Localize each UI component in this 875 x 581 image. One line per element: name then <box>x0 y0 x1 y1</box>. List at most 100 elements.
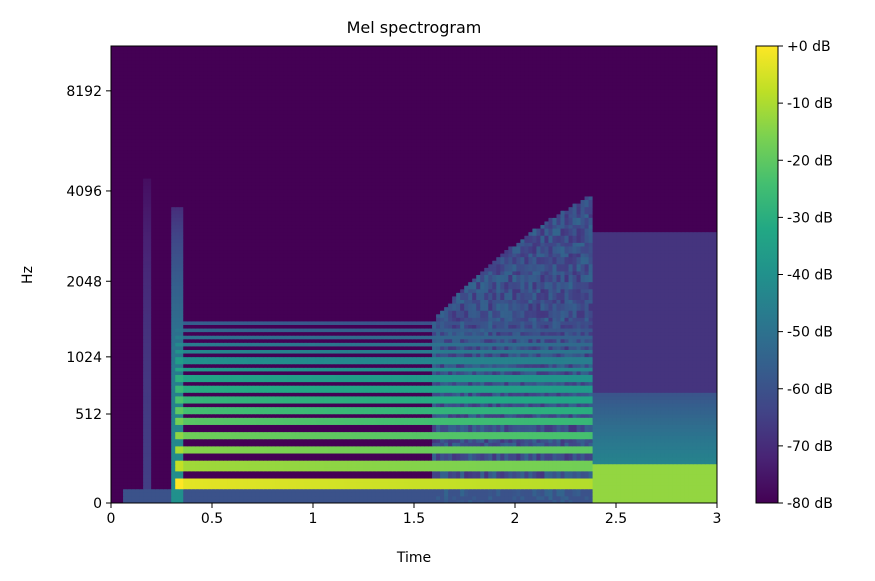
heatmap-cell <box>403 392 409 397</box>
heatmap-cell <box>359 495 365 500</box>
heatmap-cell <box>315 463 321 468</box>
heatmap-cell <box>552 438 557 443</box>
heatmap-cell <box>688 413 694 418</box>
heatmap-cell <box>227 467 232 472</box>
heatmap-cell <box>592 467 598 472</box>
heatmap-cell <box>319 481 325 486</box>
heatmap-cell <box>139 478 144 483</box>
heatmap-cell <box>504 417 509 422</box>
heatmap-cell <box>211 463 216 468</box>
heatmap-cell <box>275 474 281 479</box>
heatmap-cell <box>444 420 449 425</box>
heatmap-cell <box>572 488 578 493</box>
heatmap-cell <box>532 420 537 425</box>
heatmap-cell <box>488 420 493 425</box>
heatmap-cell <box>668 424 674 429</box>
heatmap-cell <box>399 388 405 393</box>
heatmap-cell <box>532 463 537 468</box>
heatmap-cell <box>672 438 678 443</box>
heatmap-cell <box>411 428 417 433</box>
heatmap-cell <box>488 431 493 436</box>
heatmap-cell <box>287 442 293 447</box>
heatmap-cell <box>468 417 473 422</box>
heatmap-cell <box>135 420 140 425</box>
heatmap-cell <box>680 453 686 458</box>
heatmap-cell <box>588 385 594 390</box>
heatmap-cell <box>255 481 260 486</box>
heatmap-cell <box>556 474 561 479</box>
heatmap-cell <box>119 424 124 429</box>
heatmap-cell <box>468 485 473 490</box>
heatmap-cell <box>179 392 184 397</box>
heatmap-cell <box>560 424 565 429</box>
heatmap-cell <box>127 385 132 390</box>
heatmap-cell <box>528 449 533 454</box>
heatmap-cell <box>676 438 682 443</box>
heatmap-cell <box>123 453 128 458</box>
heatmap-cell <box>219 488 224 493</box>
heatmap-cell <box>432 474 437 479</box>
heatmap-cell <box>227 420 232 425</box>
heatmap-cell <box>215 385 220 390</box>
heatmap-cell <box>323 499 329 503</box>
heatmap-cell <box>283 499 289 503</box>
heatmap-cell <box>243 420 248 425</box>
heatmap-cell <box>403 481 409 486</box>
heatmap-cell <box>131 449 136 454</box>
heatmap-cell <box>484 438 489 443</box>
heatmap-cell <box>239 495 244 500</box>
heatmap-cell <box>343 492 349 497</box>
heatmap-cell <box>632 410 638 415</box>
heatmap-cell <box>259 395 264 400</box>
heatmap-cell <box>640 392 646 397</box>
heatmap-cell <box>255 463 260 468</box>
heatmap-cell <box>319 406 325 411</box>
heatmap-cell <box>696 488 702 493</box>
heatmap-cell <box>624 406 630 411</box>
heatmap-cell <box>652 449 658 454</box>
heatmap-cell <box>335 428 341 433</box>
heatmap-cell <box>351 417 357 422</box>
heatmap-cell <box>355 435 361 440</box>
heatmap-cell <box>395 420 401 425</box>
heatmap-cell <box>175 403 180 408</box>
heatmap-cell <box>363 488 369 493</box>
heatmap-cell <box>588 488 594 493</box>
heatmap-cell <box>211 499 216 503</box>
heatmap-cell <box>476 399 481 404</box>
heatmap-cell <box>508 470 513 475</box>
heatmap-cell <box>676 481 682 486</box>
heatmap-cell <box>696 442 702 447</box>
heatmap-cell <box>580 442 586 447</box>
heatmap-cell <box>143 406 148 411</box>
heatmap-cell <box>363 463 369 468</box>
heatmap-cell <box>123 470 128 475</box>
heatmap-cell <box>215 485 220 490</box>
heatmap-cell <box>608 413 614 418</box>
heatmap-cell <box>387 467 393 472</box>
heatmap-cell <box>460 395 465 400</box>
heatmap-cell <box>127 420 132 425</box>
heatmap-cell <box>488 453 493 458</box>
heatmap-cell <box>279 445 285 450</box>
heatmap-cell <box>600 478 606 483</box>
heatmap-cell <box>231 420 236 425</box>
heatmap-cell <box>428 399 433 404</box>
heatmap-cell <box>143 392 148 397</box>
heatmap-cell <box>239 492 244 497</box>
heatmap-cell <box>540 460 545 465</box>
heatmap-cell <box>608 474 614 479</box>
heatmap-cell <box>283 492 289 497</box>
heatmap-cell <box>564 410 570 415</box>
heatmap-cell <box>612 453 618 458</box>
heatmap-cell <box>704 413 710 418</box>
heatmap-cell <box>704 428 710 433</box>
heatmap-cell <box>508 428 513 433</box>
heatmap-cell <box>508 420 513 425</box>
heatmap-cell <box>632 470 638 475</box>
heatmap-cell <box>351 410 357 415</box>
heatmap-cell <box>203 413 208 418</box>
heatmap-cell <box>448 403 453 408</box>
heatmap-cell <box>692 428 698 433</box>
heatmap-cell <box>295 438 301 443</box>
